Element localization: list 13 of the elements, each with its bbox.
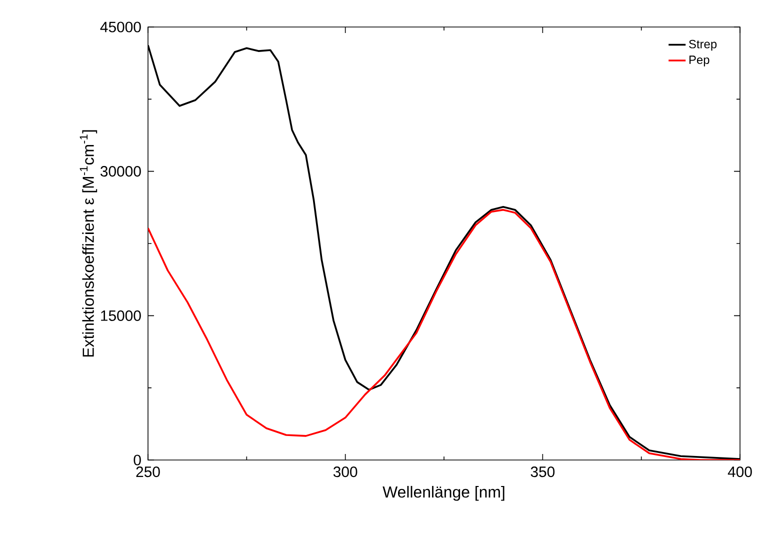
y-tick-label: 30000 xyxy=(100,166,141,177)
y-axis-title: Extinktionskoeffizient ε [M$^{-1}$cm$^{-1}$] xyxy=(80,130,98,357)
x-tick-label: 400 xyxy=(728,466,752,478)
legend-label: Strep xyxy=(689,40,717,51)
y-tick-label: 15000 xyxy=(101,310,141,321)
x-tick-label: 350 xyxy=(530,466,555,478)
x-tick-label: 250 xyxy=(136,466,160,478)
x-axis-title: Wellenlänge [nm] xyxy=(382,486,504,501)
line-series xyxy=(148,208,740,460)
x-tick-label: 300 xyxy=(333,466,358,478)
y-tick-label: 45000 xyxy=(100,22,141,32)
legend-label: Pep xyxy=(689,56,710,66)
y-tick-label: 0 xyxy=(134,454,141,466)
